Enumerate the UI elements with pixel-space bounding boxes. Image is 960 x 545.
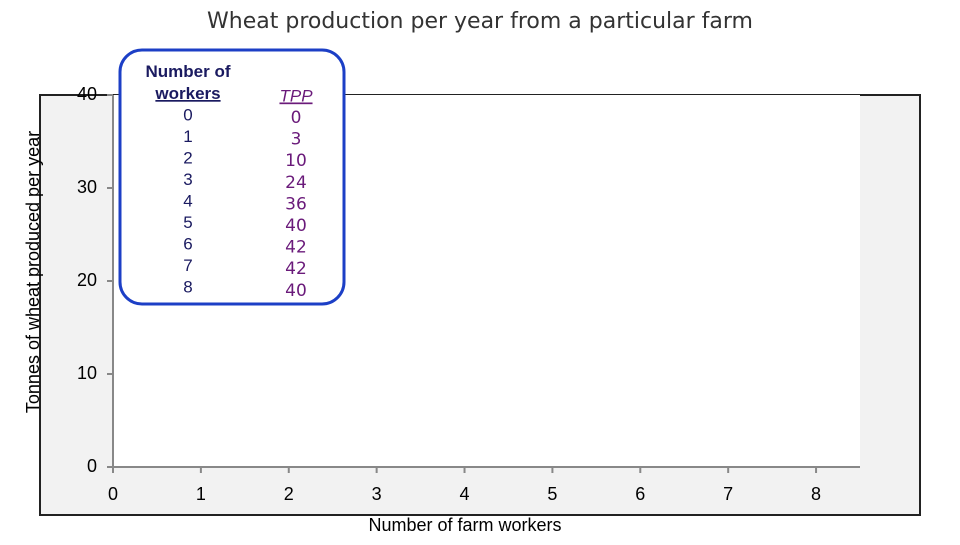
x-tick-label: 4 bbox=[460, 484, 470, 504]
table-cell: 36 bbox=[285, 194, 307, 214]
table-cell: 2 bbox=[183, 148, 192, 167]
table-box bbox=[118, 48, 346, 306]
y-tick-label: 10 bbox=[77, 363, 97, 383]
table-cell: 40 bbox=[285, 281, 307, 301]
y-axis-label: Tonnes of wheat produced per year bbox=[23, 131, 43, 413]
table-header: TPP bbox=[279, 86, 313, 105]
table-cell: 1 bbox=[183, 127, 192, 146]
table-cell: 8 bbox=[183, 277, 192, 296]
table-cell: 0 bbox=[183, 105, 192, 124]
table-cell: 0 bbox=[291, 108, 302, 128]
table-cell: 4 bbox=[183, 191, 192, 210]
x-tick-label: 7 bbox=[723, 484, 733, 504]
table-cell: 5 bbox=[183, 213, 192, 232]
x-tick-label: 5 bbox=[547, 484, 557, 504]
table-cell: 42 bbox=[285, 259, 307, 279]
table-cell: 40 bbox=[285, 216, 307, 236]
x-tick-label: 2 bbox=[284, 484, 294, 504]
x-tick-label: 6 bbox=[635, 484, 645, 504]
table-cell: 42 bbox=[285, 238, 307, 258]
table-cell: 3 bbox=[291, 130, 302, 150]
x-tick-label: 0 bbox=[108, 484, 118, 504]
table-cell: 3 bbox=[183, 170, 192, 189]
y-tick-label: 30 bbox=[77, 177, 97, 197]
table-cell: 6 bbox=[183, 234, 192, 253]
x-tick-label: 3 bbox=[372, 484, 382, 504]
x-axis-label: Number of farm workers bbox=[368, 515, 561, 535]
table-cell: 24 bbox=[285, 173, 307, 193]
chart-title: Wheat production per year from a particu… bbox=[207, 9, 753, 34]
x-tick-label: 1 bbox=[196, 484, 206, 504]
table-cell: 10 bbox=[285, 151, 307, 171]
table-header: Number of workers bbox=[146, 62, 231, 103]
y-tick-label: 0 bbox=[87, 456, 97, 476]
y-tick-label: 20 bbox=[77, 270, 97, 290]
y-tick-label: 40 bbox=[77, 84, 97, 104]
table-cell: 7 bbox=[183, 256, 192, 275]
x-tick-label: 8 bbox=[811, 484, 821, 504]
